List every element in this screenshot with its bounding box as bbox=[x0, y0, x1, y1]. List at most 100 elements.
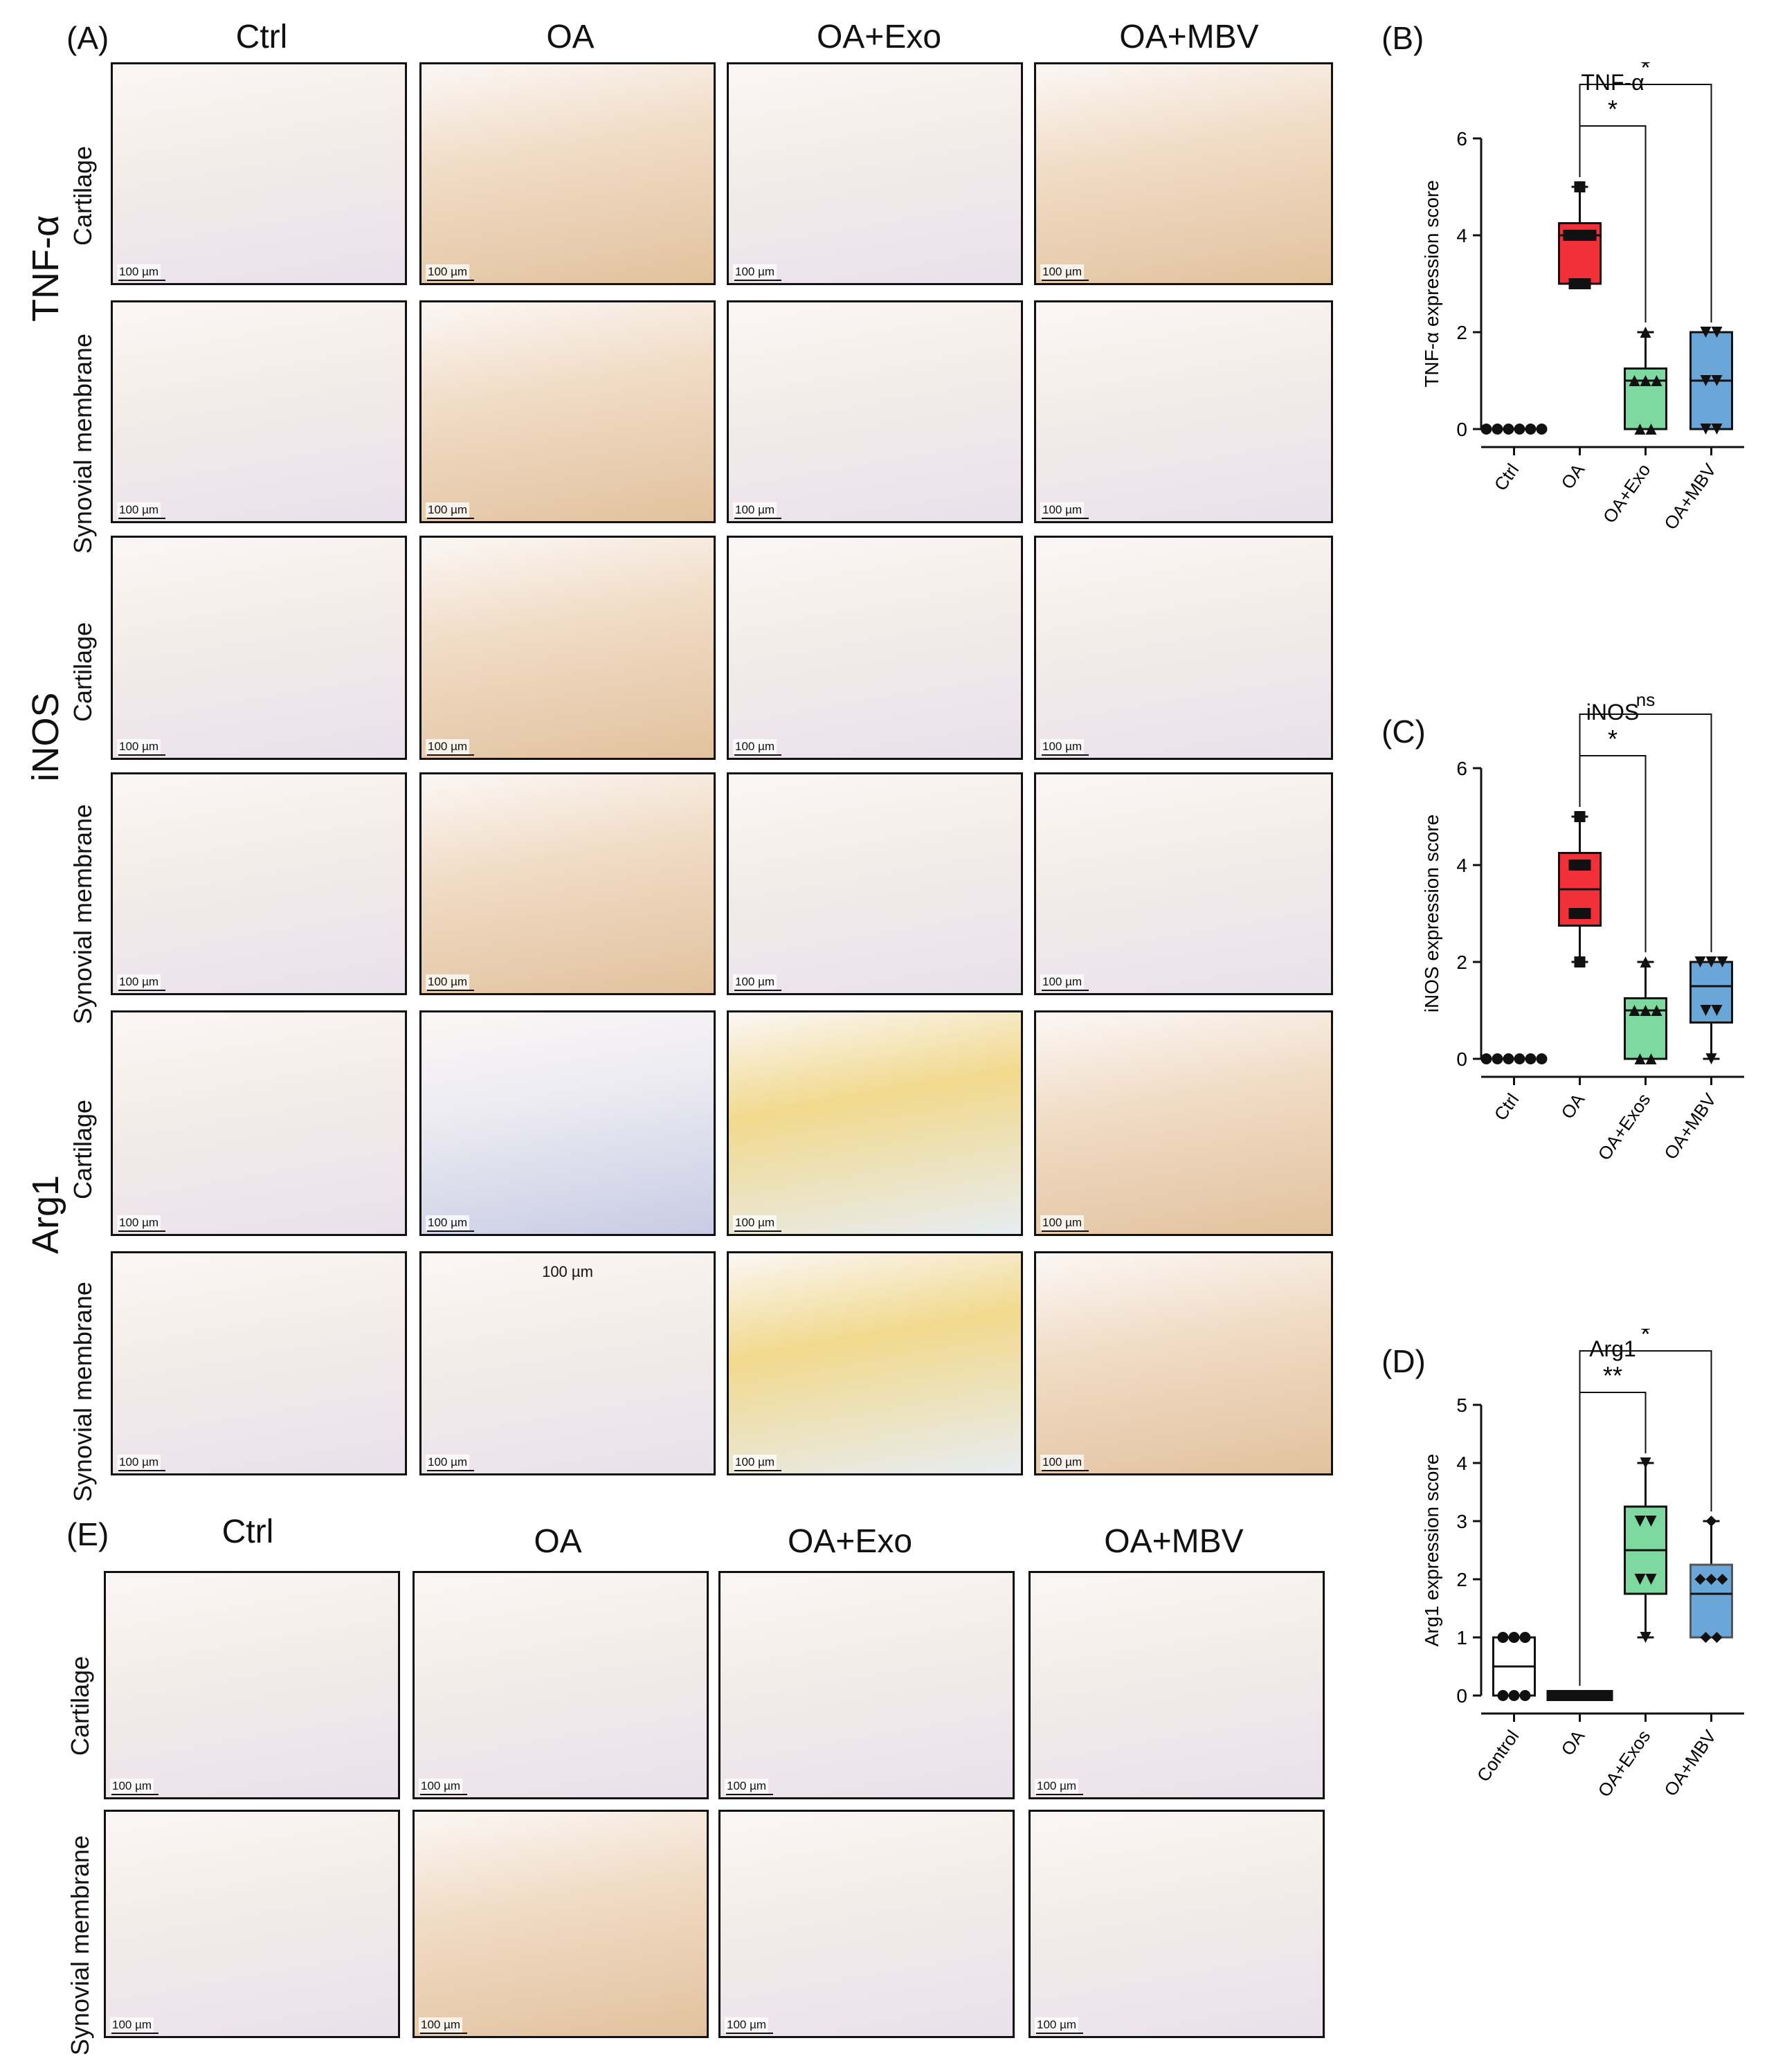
scale-bar-label: 100 µm bbox=[733, 1215, 777, 1230]
histology-image: 100 µm bbox=[1029, 1810, 1325, 2038]
scale-bar bbox=[1042, 754, 1089, 756]
histology-image: 100 µm bbox=[1034, 1251, 1333, 1475]
row-label-synovial-membrane: Synovial membrane bbox=[69, 803, 97, 1025]
column-header-oa-mbv: OA+MBV bbox=[1104, 1523, 1244, 1560]
chart-title: Arg1 bbox=[1589, 1336, 1636, 1361]
histology-image: 100 µm bbox=[1029, 1571, 1325, 1799]
data-point bbox=[1579, 908, 1591, 919]
y-tick-label: 4 bbox=[1456, 225, 1467, 246]
chart-title: TNF-α bbox=[1581, 70, 1644, 95]
data-point bbox=[1640, 1457, 1651, 1469]
x-tick-label: OA+Exos bbox=[1593, 1726, 1654, 1801]
scale-bar bbox=[1036, 2033, 1083, 2034]
data-point bbox=[1568, 908, 1580, 919]
x-tick-label: OA+MBV bbox=[1660, 1726, 1721, 1800]
data-point bbox=[1711, 1632, 1723, 1643]
scale-bar-label: 100 µm bbox=[1035, 1779, 1079, 1794]
significance-label: * bbox=[1640, 62, 1650, 82]
panel-label-a: (A) bbox=[66, 20, 109, 56]
group-label-arg1: Arg1 bbox=[25, 1174, 66, 1255]
data-point bbox=[1574, 181, 1586, 192]
significance-bracket bbox=[1579, 1350, 1712, 1686]
significance-label: ns bbox=[1636, 692, 1655, 710]
data-point bbox=[1645, 424, 1657, 435]
scale-bar-label: 100 µm bbox=[426, 264, 470, 280]
data-point bbox=[1700, 327, 1712, 338]
histology-image: 100 µm bbox=[111, 1251, 407, 1475]
data-point bbox=[1700, 424, 1712, 435]
y-tick-label: 4 bbox=[1456, 855, 1467, 876]
data-point bbox=[1634, 1053, 1646, 1064]
histology-image: 100 µm bbox=[104, 1571, 400, 1799]
scale-bar-label: 100 µm bbox=[1035, 2017, 1079, 2033]
data-point bbox=[1480, 1053, 1492, 1064]
x-tick-label: OA+MBV bbox=[1660, 460, 1721, 534]
data-point bbox=[1645, 1053, 1657, 1064]
data-point bbox=[1694, 1574, 1706, 1585]
significance-label: * bbox=[1608, 725, 1618, 753]
data-point bbox=[1705, 1053, 1717, 1064]
histology-image: 100 µm bbox=[419, 536, 716, 760]
scale-bar-label: 100 µm bbox=[1040, 502, 1085, 518]
data-point bbox=[1503, 1053, 1514, 1064]
x-tick-label: OA+Exo bbox=[1599, 460, 1655, 527]
scale-bar bbox=[118, 1230, 165, 1232]
y-tick-label: 2 bbox=[1456, 322, 1467, 343]
column-header-ctrl: Ctrl bbox=[221, 1514, 274, 1550]
data-point bbox=[1711, 1005, 1723, 1016]
significance-bracket bbox=[1579, 714, 1712, 952]
data-point bbox=[1579, 278, 1591, 289]
row-label-cartilage: Cartilage bbox=[66, 1655, 94, 1756]
scale-bar-label: 100 µm bbox=[117, 739, 161, 754]
data-point bbox=[1694, 956, 1706, 967]
scale-bar-label: 100 µm bbox=[110, 1779, 154, 1794]
scale-bar-label: 100 µm bbox=[117, 1455, 161, 1470]
row-label-synovial-membrane: Synovial membrane bbox=[69, 333, 97, 554]
row-label-synovial-membrane: Synovial membrane bbox=[69, 1281, 97, 1502]
scale-bar-label: 100 µm bbox=[117, 264, 161, 280]
row-label-synovial-membrane: Synovial membrane bbox=[66, 1835, 94, 2056]
data-point bbox=[1640, 327, 1651, 338]
y-tick-label: 2 bbox=[1456, 952, 1467, 973]
scale-bar bbox=[118, 518, 165, 519]
inos-box-chart: iNOS 0 2 4 6 iNOS expression score Ctrl OA OA+Ex… bbox=[1421, 692, 1744, 1164]
panel-label-b: (B) bbox=[1381, 20, 1424, 56]
histology-image: 100 µm bbox=[718, 1571, 1015, 1799]
y-axis-label: Arg1 expression score bbox=[1421, 1454, 1442, 1647]
data-point bbox=[1700, 1005, 1712, 1016]
histology-image: 100 µm bbox=[727, 1251, 1023, 1475]
data-point bbox=[1557, 1690, 1569, 1701]
scale-bar-label: 100 µm bbox=[725, 2017, 769, 2033]
histology-image: 100 µm bbox=[111, 62, 407, 285]
scale-bar-label: 100 µm bbox=[426, 739, 470, 754]
x-tick-label: Ctrl bbox=[1490, 1089, 1523, 1124]
significance-label: * bbox=[1640, 1329, 1650, 1348]
histology-image: 100 µm bbox=[111, 1010, 407, 1236]
histology-image: 100 µm bbox=[1034, 62, 1333, 285]
column-header-ctrl: Ctrl bbox=[235, 19, 288, 55]
data-point bbox=[1514, 424, 1525, 435]
scale-bar bbox=[427, 990, 474, 991]
x-tick-label: Control bbox=[1473, 1726, 1523, 1785]
data-point bbox=[1525, 424, 1537, 435]
histology-image: 100 µm bbox=[727, 772, 1023, 995]
x-tick-label: Ctrl bbox=[1490, 460, 1523, 494]
scale-bar-label: 100 µm bbox=[733, 974, 777, 990]
data-point bbox=[1585, 230, 1597, 241]
data-point bbox=[1508, 1632, 1520, 1643]
scale-bar bbox=[118, 754, 165, 756]
scale-bar bbox=[734, 990, 781, 991]
scale-bar bbox=[726, 2033, 773, 2034]
significance-label: ** bbox=[1603, 1361, 1622, 1390]
x-tick-label: OA bbox=[1557, 1089, 1588, 1123]
data-point bbox=[1629, 375, 1640, 386]
data-point bbox=[1525, 1053, 1537, 1064]
histology-image: 100 µm 100 µm bbox=[419, 1251, 716, 1475]
data-point bbox=[1519, 1632, 1531, 1643]
data-point bbox=[1700, 375, 1712, 386]
scale-bar bbox=[118, 1470, 165, 1471]
scale-bar bbox=[111, 1794, 158, 1795]
histology-image: 100 µm bbox=[419, 62, 716, 285]
data-point bbox=[1700, 1632, 1712, 1643]
scale-bar-label: 100 µm bbox=[426, 1215, 470, 1230]
